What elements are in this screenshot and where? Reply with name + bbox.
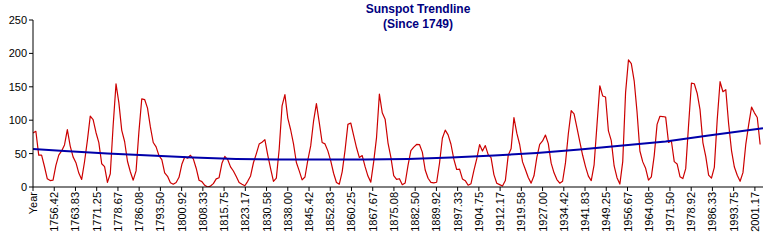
- y-tick: [29, 20, 33, 21]
- x-tick: [754, 187, 755, 191]
- x-tick-label: 1941.83: [579, 192, 591, 232]
- y-tick-label: 0: [21, 181, 27, 193]
- x-tick-label: 1875.08: [388, 192, 400, 232]
- x-tick: [393, 187, 394, 191]
- x-tick: [75, 187, 76, 191]
- x-tick-label: 1845.42: [303, 192, 315, 232]
- x-tick-label: 1927.00: [537, 192, 549, 232]
- sunspot-line: [33, 60, 760, 187]
- x-tick: [648, 187, 649, 191]
- x-tick-label: 1949.25: [600, 192, 612, 232]
- x-tick: [542, 187, 543, 191]
- y-tick-label: 150: [9, 81, 27, 93]
- x-tick-label: 1919.58: [515, 192, 527, 232]
- y-tick: [29, 153, 33, 154]
- x-tick-label: 1860.25: [345, 192, 357, 232]
- x-tick: [266, 187, 267, 191]
- x-tick: [627, 187, 628, 191]
- x-tick-label: 1852.83: [324, 192, 336, 232]
- chart: 0 50 100 150 200 250 Year 1756.42 1763.83 1771.25…: [0, 0, 768, 248]
- x-tick-label: 1838.00: [282, 192, 294, 232]
- x-tick: [330, 187, 331, 191]
- x-tick: [457, 187, 458, 191]
- x-tick-label: 1934.42: [558, 192, 570, 232]
- x-tick: [500, 187, 501, 191]
- x-tick-label: 1756.42: [48, 192, 60, 232]
- y-tick: [29, 187, 33, 188]
- title: Sunspot Trendline: [366, 2, 471, 16]
- x-tick-label: 1993.75: [728, 192, 740, 232]
- x-tick-label: 1823.17: [239, 192, 251, 232]
- x-tick-label: Year: [27, 192, 39, 215]
- x-tick: [245, 187, 246, 191]
- x-tick: [54, 187, 55, 191]
- x-tick-label: 1904.75: [473, 192, 485, 232]
- x-tick-label: 1786.08: [133, 192, 145, 232]
- y-tick-label: 100: [9, 114, 27, 126]
- background: [0, 0, 768, 248]
- x-tick: [478, 187, 479, 191]
- y-axis: [33, 20, 34, 187]
- y-tick-label: 250: [9, 14, 27, 26]
- x-tick: [96, 187, 97, 191]
- x-tick-label: 1956.67: [622, 192, 634, 232]
- x-tick: [33, 187, 34, 191]
- plot-area: [33, 60, 763, 187]
- x-tick: [202, 187, 203, 191]
- x-tick: [733, 187, 734, 191]
- x-tick-label: 1771.25: [91, 192, 103, 232]
- x-tick-label: 1986.33: [706, 192, 718, 232]
- x-tick: [415, 187, 416, 191]
- trend-line: [33, 128, 763, 159]
- x-tick: [712, 187, 713, 191]
- x-tick: [606, 187, 607, 191]
- x-tick: [669, 187, 670, 191]
- x-tick-label: 1867.67: [367, 192, 379, 232]
- title-box: [333, 0, 503, 36]
- x-axis: [33, 187, 763, 188]
- x-tick: [287, 187, 288, 191]
- x-tick-label: 1793.50: [154, 192, 166, 232]
- y-tick-label: 200: [9, 47, 27, 59]
- x-tick: [181, 187, 182, 191]
- x-tick-label: 1964.08: [643, 192, 655, 232]
- x-tick-label: 1830.58: [261, 192, 273, 232]
- x-tick-label: 1778.67: [112, 192, 124, 232]
- x-tick: [585, 187, 586, 191]
- x-tick-label: 1815.75: [218, 192, 230, 232]
- x-tick-label: 1971.50: [664, 192, 676, 232]
- x-tick-label: 1897.33: [452, 192, 464, 232]
- y-tick-label: 50: [15, 148, 27, 160]
- x-tick: [563, 187, 564, 191]
- x-tick: [309, 187, 310, 191]
- y-tick: [29, 120, 33, 121]
- x-tick-label: 1882.50: [409, 192, 421, 232]
- y-tick: [29, 86, 33, 87]
- x-tick-label: 1808.33: [197, 192, 209, 232]
- subtitle: (Since 1749): [383, 17, 453, 31]
- x-tick: [224, 187, 225, 191]
- x-tick: [139, 187, 140, 191]
- x-tick: [436, 187, 437, 191]
- x-tick-label: 2001.17: [749, 192, 761, 232]
- x-tick-label: 1912.17: [494, 192, 506, 232]
- x-tick: [160, 187, 161, 191]
- x-tick: [117, 187, 118, 191]
- x-tick-label: 1763.83: [69, 192, 81, 232]
- x-tick: [691, 187, 692, 191]
- x-tick: [372, 187, 373, 191]
- x-tick-label: 1800.92: [176, 192, 188, 232]
- x-tick-label: 1889.92: [430, 192, 442, 232]
- y-tick: [29, 53, 33, 54]
- x-tick-label: 1978.92: [685, 192, 697, 232]
- x-tick: [521, 187, 522, 191]
- x-tick: [351, 187, 352, 191]
